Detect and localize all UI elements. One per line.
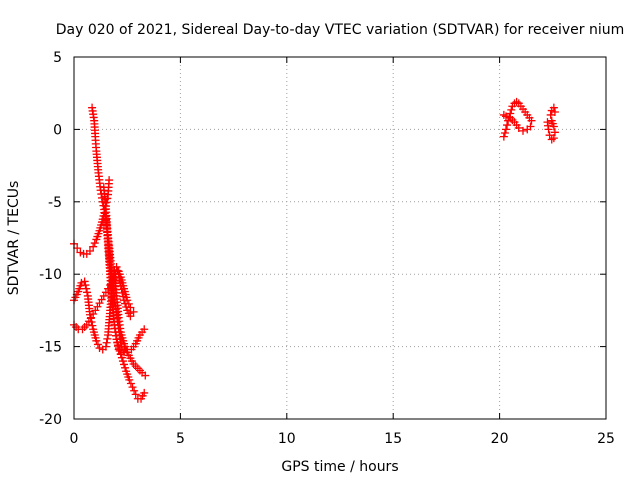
- data-point-marker: [499, 132, 508, 141]
- data-point-marker: [126, 379, 135, 388]
- data-point-marker: [99, 291, 108, 300]
- data-point-marker: [506, 113, 515, 122]
- y-tick-label: -20: [39, 412, 62, 428]
- x-tick-label: 0: [70, 431, 79, 447]
- x-tick-label: 15: [384, 431, 402, 447]
- data-point-marker: [90, 239, 99, 248]
- data-point-marker: [95, 299, 104, 308]
- data-point-marker: [83, 288, 92, 297]
- y-tick-label: -5: [48, 195, 62, 211]
- data-point-marker: [512, 97, 521, 106]
- data-point-marker: [102, 338, 111, 347]
- data-point-marker: [123, 296, 132, 305]
- data-point-marker: [519, 126, 528, 135]
- data-markers: [70, 97, 559, 403]
- data-point-marker: [88, 321, 97, 330]
- data-point-marker: [550, 108, 559, 117]
- x-tick-label: 25: [597, 431, 615, 447]
- data-point-marker: [73, 244, 82, 253]
- data-point-marker: [126, 303, 135, 312]
- data-point-marker: [547, 116, 556, 125]
- y-tick-label: -10: [39, 267, 62, 283]
- data-point-marker: [117, 353, 126, 362]
- data-point-marker: [85, 247, 94, 256]
- data-point-marker: [101, 342, 110, 351]
- data-point-marker: [80, 277, 89, 286]
- data-point-marker: [121, 363, 130, 372]
- data-point-marker: [499, 110, 508, 119]
- data-point-marker: [118, 357, 127, 366]
- y-tick-label: 0: [53, 122, 62, 138]
- data-point-marker: [550, 128, 559, 137]
- data-point-marker: [141, 371, 150, 380]
- data-point-marker: [545, 131, 554, 140]
- axis-ticks: 0 5 10 15 20 25 -20 -15 -10 -5 0 5: [39, 50, 615, 447]
- data-point-marker: [547, 135, 556, 144]
- data-point-marker: [124, 299, 133, 308]
- y-axis-label: SDTVAR / TECUs: [6, 181, 22, 296]
- data-point-marker: [544, 125, 553, 134]
- x-tick-label: 10: [278, 431, 296, 447]
- data-point-marker: [115, 346, 124, 355]
- data-point-marker: [507, 105, 516, 114]
- data-point-marker: [103, 334, 112, 343]
- data-point-marker: [81, 281, 90, 290]
- data-point-marker: [120, 360, 129, 369]
- data-point-marker: [140, 388, 149, 397]
- data-point-marker: [97, 295, 106, 304]
- data-point-marker: [125, 375, 134, 384]
- data-point-marker: [92, 336, 101, 345]
- x-tick-label: 20: [491, 431, 509, 447]
- y-tick-label: 5: [53, 50, 62, 66]
- y-tick-label: -15: [39, 340, 62, 356]
- data-point-marker: [546, 110, 555, 119]
- data-point-marker: [82, 284, 91, 293]
- data-point-marker: [105, 176, 114, 185]
- chart-title: Day 020 of 2021, Sidereal Day-to-day VTE…: [56, 22, 625, 38]
- data-point-marker: [131, 390, 140, 399]
- data-point-marker: [93, 302, 102, 311]
- data-point-marker: [126, 312, 135, 321]
- data-point-marker: [128, 383, 137, 392]
- data-point-marker: [527, 116, 536, 125]
- data-point-marker: [93, 340, 102, 349]
- grid-lines: [74, 57, 606, 419]
- data-point-marker: [500, 129, 509, 138]
- data-point-marker: [523, 125, 532, 134]
- data-point-marker: [91, 306, 100, 315]
- plot-frame: [73, 56, 607, 420]
- data-point-marker: [549, 134, 558, 143]
- data-point-marker: [549, 103, 558, 112]
- x-tick-label: 5: [176, 431, 185, 447]
- data-point-marker: [140, 325, 149, 334]
- data-point-marker: [116, 350, 125, 359]
- x-axis-label: GPS time / hours: [281, 459, 398, 475]
- data-point-marker: [129, 307, 138, 316]
- data-point-marker: [503, 121, 512, 130]
- data-point-marker: [501, 125, 510, 134]
- data-point-marker: [130, 386, 139, 395]
- data-point-marker: [112, 262, 121, 271]
- data-point-marker: [89, 242, 98, 251]
